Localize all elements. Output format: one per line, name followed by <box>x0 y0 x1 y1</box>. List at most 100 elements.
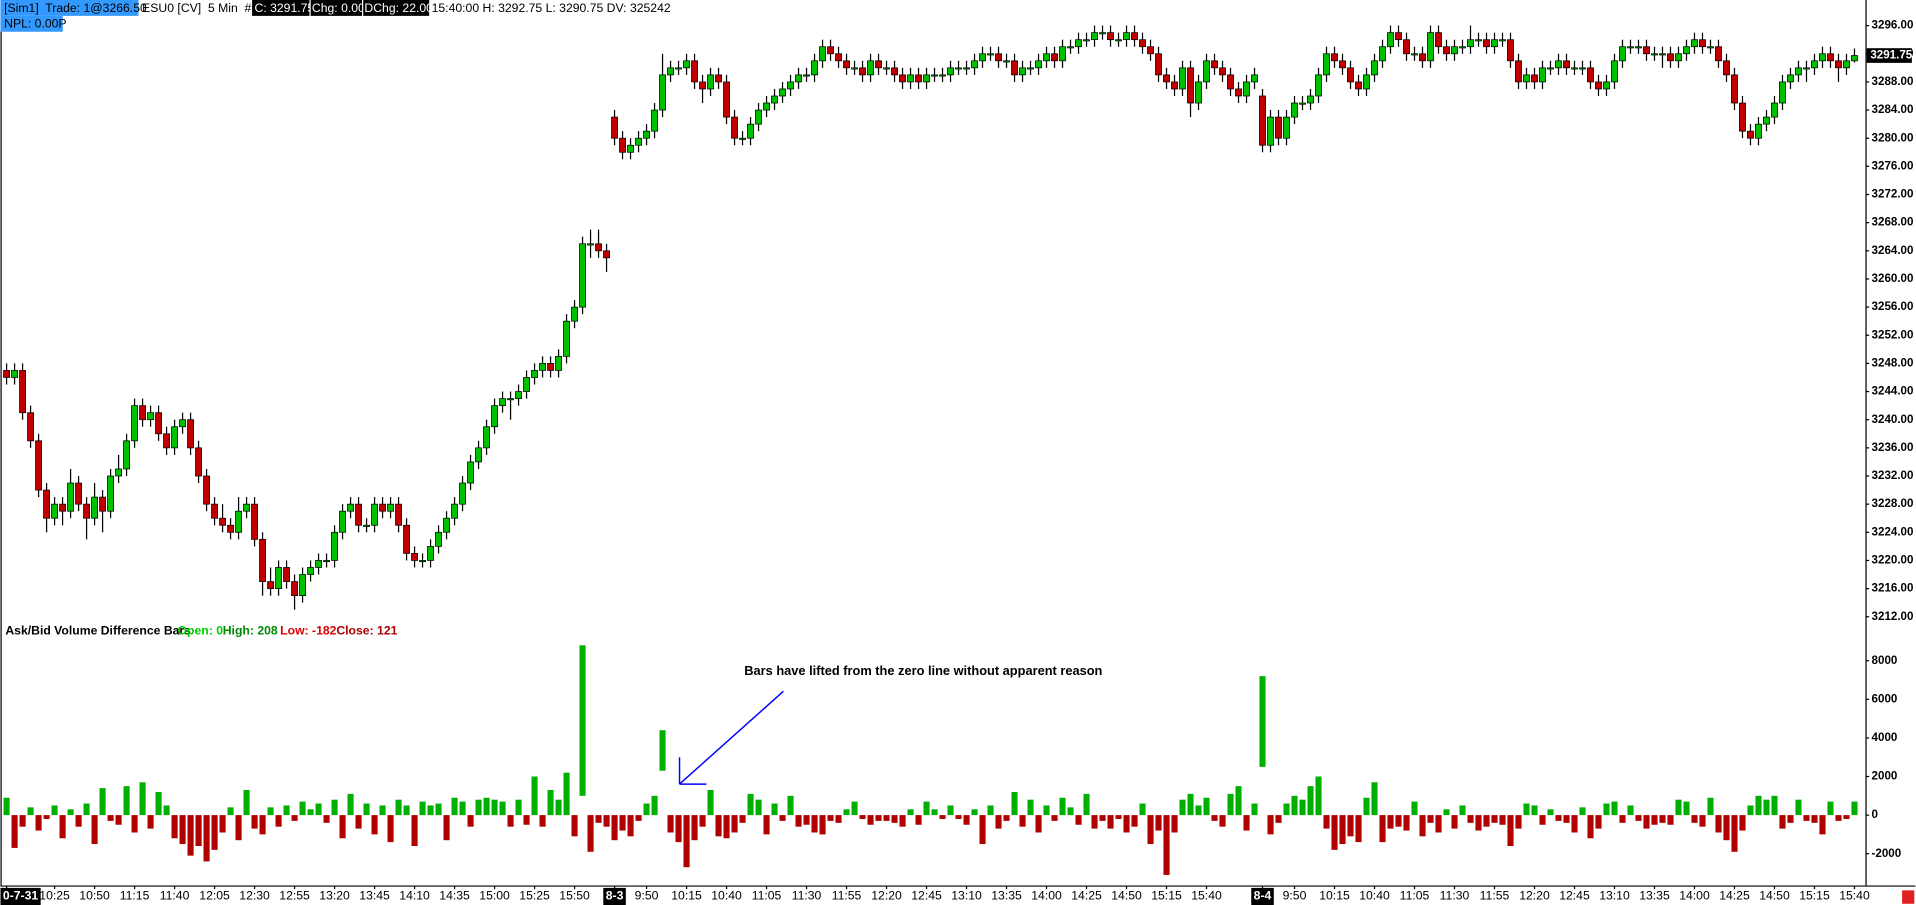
candle-body <box>1003 60 1010 63</box>
candle-body <box>627 144 634 153</box>
candle-body <box>1795 67 1802 76</box>
volume-diff-bar <box>203 815 210 862</box>
volume-diff-bar <box>211 815 218 850</box>
volume-diff-bar <box>747 793 754 816</box>
volume-diff-bar <box>275 815 282 827</box>
volume-diff-bar <box>27 807 34 816</box>
candle-body <box>555 356 562 371</box>
volume-diff-bar <box>267 807 274 816</box>
volume-diff-bar <box>83 803 90 816</box>
candle-body <box>227 524 234 533</box>
volume-diff-bar <box>1531 805 1538 816</box>
volume-diff-bar <box>1699 815 1706 827</box>
candle-body <box>955 67 962 70</box>
x-tick-label: 9:50 <box>1283 889 1307 903</box>
y-tick-label: 3236.00 <box>1872 441 1914 454</box>
candle-body <box>803 74 810 77</box>
candle-body <box>1587 67 1594 83</box>
candle-body <box>1043 53 1050 62</box>
candle-body <box>1171 81 1178 90</box>
volume-diff-bar <box>1459 805 1466 816</box>
candle-body <box>891 67 898 76</box>
date-label-bg <box>1251 887 1274 905</box>
x-tick-label: 10:25 <box>39 889 70 903</box>
volume-diff-bar <box>1595 815 1602 829</box>
volume-diff-bar <box>1843 815 1850 819</box>
volume-diff-bar <box>1315 776 1322 816</box>
x-tick-label: 14:00 <box>1679 889 1710 903</box>
account: [Sim1] Trade: 1@3266.50 <box>4 1 147 15</box>
candle-body <box>1619 46 1626 62</box>
y-tick-label: 3268.00 <box>1872 216 1914 229</box>
x-tick-label: 15:15 <box>1799 889 1830 903</box>
volume-diff-bar <box>779 815 786 821</box>
volume-diff-bar <box>1371 782 1378 816</box>
volume-diff-bar <box>947 805 954 816</box>
volume-diff-bar <box>627 815 634 837</box>
candle-body <box>371 503 378 526</box>
volume-diff-bar <box>1099 815 1106 821</box>
candle-body <box>475 447 482 463</box>
candle-body <box>387 503 394 512</box>
candle-body <box>1755 123 1762 139</box>
candle-body <box>75 482 83 505</box>
volume-diff-bar <box>1379 815 1386 843</box>
volume-diff-bar <box>667 815 674 833</box>
x-tick-label: 15:40 <box>1191 889 1222 903</box>
volume-diff-bar <box>1003 815 1010 821</box>
candle-body <box>1035 60 1042 69</box>
x-tick-label: 13:45 <box>359 889 390 903</box>
volume-diff-bar <box>3 797 10 816</box>
candle-body <box>915 74 922 83</box>
volume-diff-bar <box>1267 815 1274 835</box>
candle-body <box>1395 32 1402 41</box>
volume-diff-bar <box>483 797 490 816</box>
candle-body <box>451 503 458 519</box>
x-tick-label: 11:05 <box>1400 889 1430 903</box>
x-tick-label: 11:30 <box>792 889 822 903</box>
volume-diff-bar <box>923 801 930 816</box>
candle-body <box>259 538 266 582</box>
volume-diff-bar <box>1731 815 1738 852</box>
candle-body <box>395 503 402 526</box>
candle-body <box>1459 46 1466 49</box>
candle-body <box>1275 116 1282 139</box>
volume-diff-bar <box>851 801 858 816</box>
candle-body <box>859 67 866 76</box>
volume-diff-bar <box>827 815 834 821</box>
candle-body <box>699 81 706 90</box>
candle-body <box>643 130 650 139</box>
candle-body <box>539 363 546 371</box>
volume-diff-bar <box>1091 815 1098 829</box>
volume-diff-bar <box>131 815 138 833</box>
volume-diff-bar <box>91 815 98 845</box>
volume-diff-bar <box>1195 805 1202 816</box>
candle-body <box>1707 46 1714 49</box>
candle-body <box>1251 74 1258 83</box>
candle-body <box>1451 46 1458 55</box>
candle-body <box>499 398 506 406</box>
candle-body <box>51 503 59 519</box>
candle-body <box>1747 130 1754 139</box>
candle-body <box>1611 60 1618 83</box>
volume-diff-bar <box>339 815 346 839</box>
volume-diff-bar <box>1571 815 1578 833</box>
x-tick-label: 14:25 <box>1719 889 1750 903</box>
candle-body <box>1027 67 1034 70</box>
volume-diff-bar <box>259 815 266 835</box>
candle-body <box>1419 53 1426 62</box>
volume-diff-bar <box>1211 815 1218 821</box>
volume-diff-bar <box>443 815 450 841</box>
volume-diff-bar <box>1059 797 1066 816</box>
volume-diff-bar <box>139 782 146 816</box>
candle-body <box>363 524 370 527</box>
x-tick-label: 13:35 <box>991 889 1022 903</box>
candle-body <box>1323 53 1330 76</box>
volume-diff-bar <box>1659 815 1666 823</box>
candle-body <box>467 461 474 484</box>
volume-diff-bar <box>1235 786 1242 816</box>
volume-diff-bar <box>331 799 338 816</box>
volume-diff-bar <box>1067 807 1074 816</box>
volume-diff-bar <box>499 801 506 816</box>
y-tick-label: 3216.00 <box>1872 582 1914 595</box>
